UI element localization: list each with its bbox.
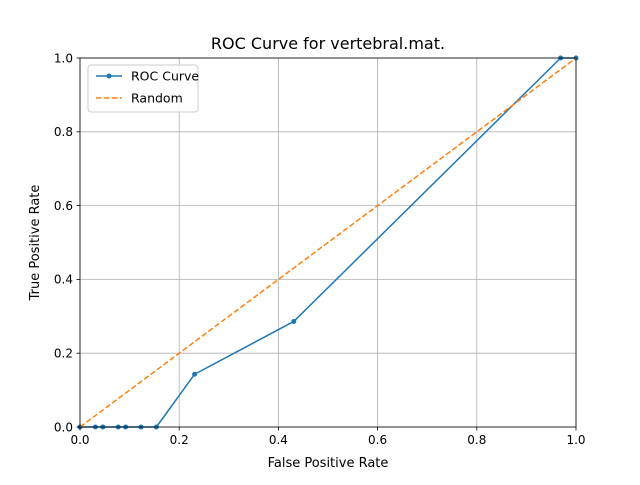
x-tick-label: 0.2	[170, 433, 189, 447]
y-tick-label: 1.0	[54, 51, 73, 65]
y-tick-label: 0.2	[54, 347, 73, 361]
legend-label-roc-curve: ROC Curve	[131, 69, 199, 84]
legend-marker-roc-curve	[106, 73, 112, 79]
y-tick-label: 0.6	[54, 199, 73, 213]
x-tick-label: 0.6	[368, 433, 387, 447]
y-tick-label: 0.4	[54, 273, 73, 287]
x-axis-label: False Positive Rate	[268, 456, 389, 471]
x-tick-label: 1.0	[566, 433, 585, 447]
data-point-roc-curve	[192, 371, 198, 377]
ticks-layer: 0.0 0.2 0.4 0.6 0.8 1.0 0.0 0.2 0.4 0.6 0.8 1.0	[54, 51, 586, 447]
legend: ROC Curve Random	[87, 64, 199, 113]
plot-frame	[79, 57, 577, 428]
data-point-roc-curve	[291, 318, 297, 324]
x-tick-label: 0.0	[70, 433, 89, 447]
x-tick-label: 0.8	[467, 433, 486, 447]
x-tick-label: 0.4	[269, 433, 288, 447]
chart-title: ROC Curve for vertebral.mat.	[211, 34, 445, 53]
legend-label-random: Random	[131, 91, 183, 106]
y-tick-label: 0.0	[54, 420, 73, 434]
y-tick-label: 0.8	[54, 125, 73, 139]
y-axis-label: True Positive Rate	[28, 185, 43, 302]
series-line-random	[79, 57, 577, 428]
